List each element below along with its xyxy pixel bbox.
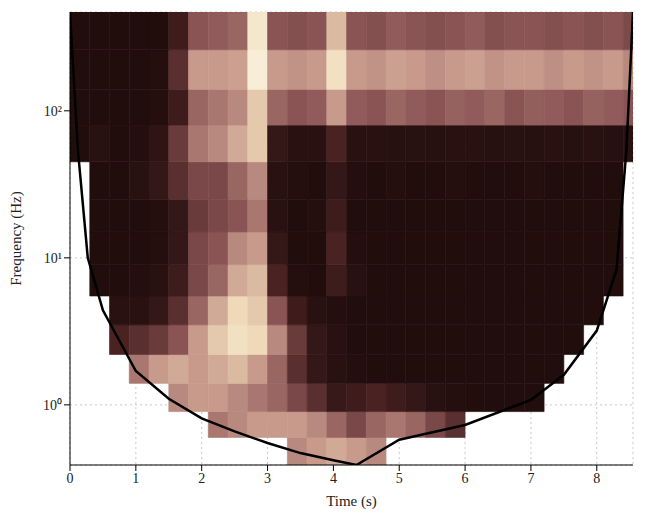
svg-text:0: 0 [67, 471, 74, 486]
svg-text:10⁰: 10⁰ [43, 398, 62, 413]
svg-text:1: 1 [132, 471, 139, 486]
svg-text:10¹: 10¹ [44, 251, 62, 266]
svg-text:6: 6 [462, 471, 469, 486]
svg-text:3: 3 [264, 471, 271, 486]
svg-text:10²: 10² [44, 104, 62, 119]
svg-text:7: 7 [527, 471, 534, 486]
svg-text:5: 5 [396, 471, 403, 486]
svg-text:Time (s): Time (s) [326, 493, 377, 510]
svg-text:Frequency (Hz): Frequency (Hz) [8, 191, 25, 286]
svg-text:4: 4 [330, 471, 337, 486]
svg-text:2: 2 [198, 471, 205, 486]
svg-text:8: 8 [593, 471, 600, 486]
